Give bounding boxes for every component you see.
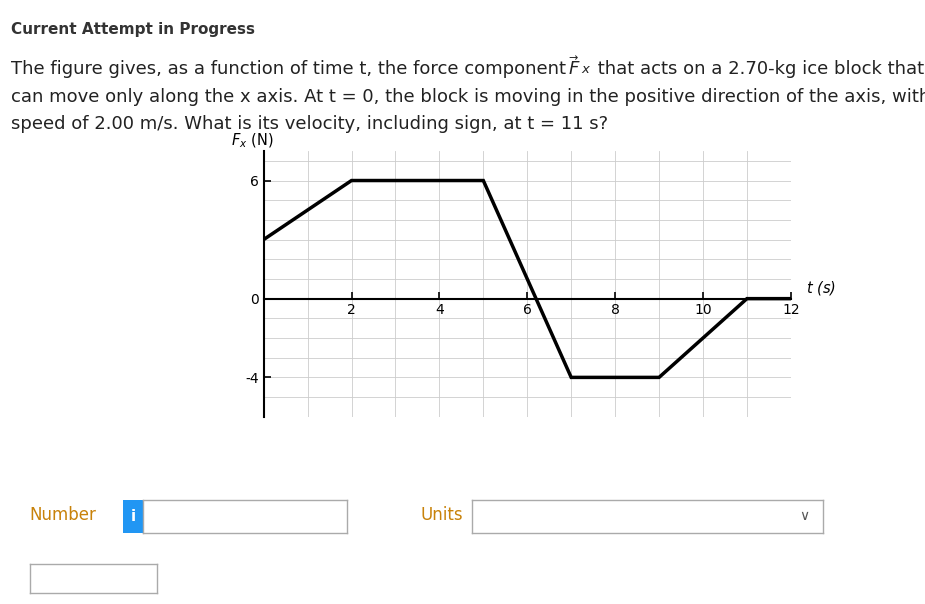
Text: $\it{t}$ (s): $\it{t}$ (s) [807,279,836,297]
Text: The figure gives, as a function of time t, the force component: The figure gives, as a function of time … [11,60,572,79]
Text: →: → [568,53,577,63]
Text: Units: Units [421,506,463,524]
Text: that acts on a 2.70-kg ice block that: that acts on a 2.70-kg ice block that [592,60,924,79]
Text: speed of 2.00 m/s. What is its velocity, including sign, at t = 11 s?: speed of 2.00 m/s. What is its velocity,… [11,115,609,133]
Text: $\it{x}$: $\it{x}$ [581,63,591,76]
Text: $\it{F}$: $\it{F}$ [568,60,581,79]
Text: Current Attempt in Progress: Current Attempt in Progress [11,22,255,37]
Text: i: i [130,509,136,524]
Text: Number: Number [30,506,96,524]
Text: $F_x$ (N): $F_x$ (N) [231,132,274,150]
Text: ∨: ∨ [799,509,809,524]
Text: can move only along the x axis. At t = 0, the block is moving in the positive di: can move only along the x axis. At t = 0… [11,88,925,106]
